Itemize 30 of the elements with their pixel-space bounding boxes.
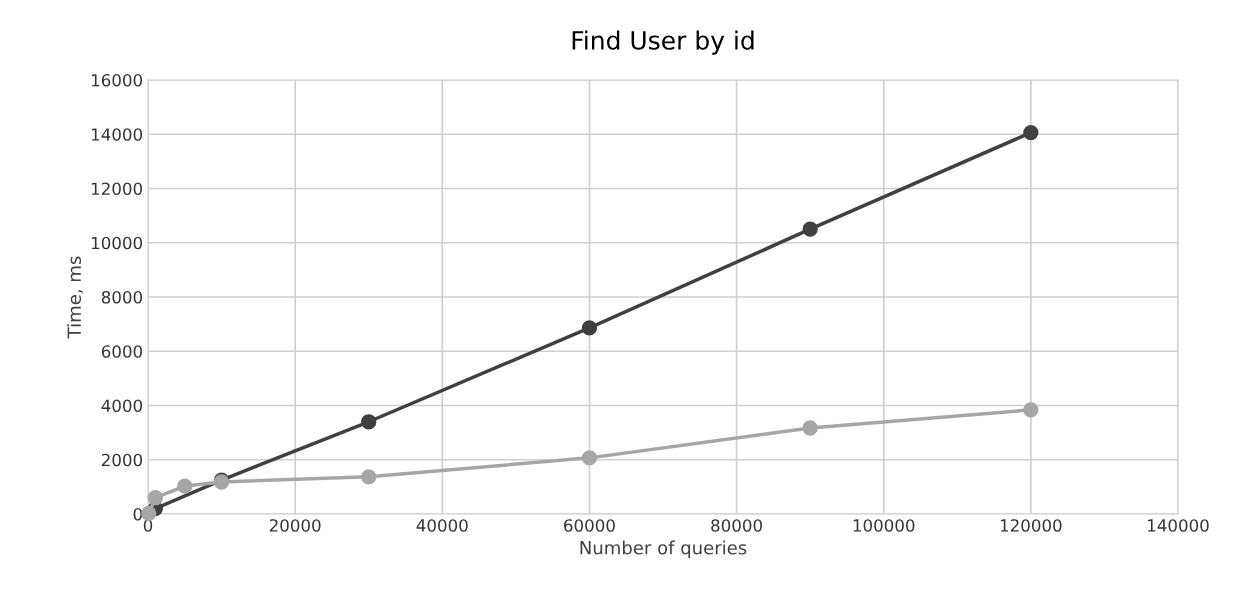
x-tick-label: 20000 <box>269 519 321 532</box>
point <box>802 221 818 237</box>
y-tick-label: 8000 <box>101 290 143 304</box>
x-tick-label: 60000 <box>564 519 615 532</box>
x-tick-label: 140000 <box>1148 519 1209 532</box>
y-tick-label: 6000 <box>101 345 143 358</box>
y-axis-title: Time, ms <box>67 256 83 339</box>
y-tick-label: 4000 <box>101 399 143 413</box>
point <box>361 414 377 430</box>
x-axis-title: Number of queries <box>580 540 747 559</box>
point <box>581 320 598 336</box>
x-tick-label: 0 <box>143 519 153 532</box>
y-tick-label: 16000 <box>91 73 143 87</box>
point <box>1023 402 1039 418</box>
x-tick-label: 80000 <box>711 519 762 532</box>
chart-title: Find User by id <box>572 30 754 55</box>
point <box>177 478 193 494</box>
y-tick-label: 10000 <box>91 236 143 250</box>
point <box>361 469 377 485</box>
x-tick-label: 120000 <box>1000 519 1062 532</box>
y-tick-label: 2000 <box>101 453 143 467</box>
x-tick-label: 100000 <box>853 519 915 532</box>
point <box>1023 124 1039 141</box>
point <box>581 450 598 466</box>
y-tick-label: 12000 <box>91 182 143 196</box>
point <box>147 490 163 506</box>
x-tick-label: 40000 <box>416 519 468 532</box>
y-tick-label: 14000 <box>91 128 143 141</box>
point <box>802 420 818 436</box>
y-tick-label: 0 <box>133 507 143 521</box>
